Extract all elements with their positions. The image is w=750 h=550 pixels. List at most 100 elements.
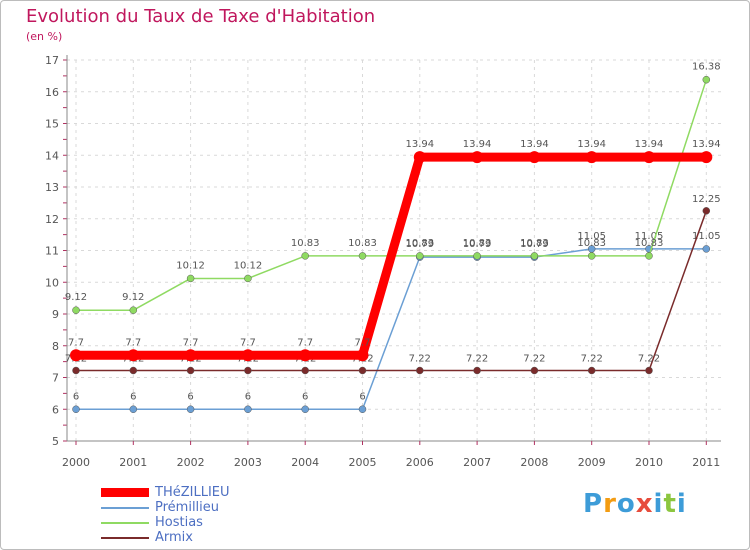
data-point-Hostias bbox=[473, 252, 481, 260]
chart-legend: THéZILLIEU Prémillieu Hostias Armix bbox=[101, 485, 230, 545]
data-label-THéZILLIEU: 13.94 bbox=[463, 139, 492, 150]
data-point-Prémillieu bbox=[186, 405, 195, 413]
data-point-THéZILLIEU bbox=[127, 349, 140, 362]
data-point-Prémillieu bbox=[358, 405, 367, 413]
data-label-THéZILLIEU: 13.94 bbox=[635, 139, 664, 150]
data-point-Hostias bbox=[416, 252, 424, 260]
legend-swatch bbox=[101, 521, 149, 524]
data-point-THéZILLIEU bbox=[299, 349, 312, 362]
data-label-Hostias: 10.12 bbox=[176, 260, 205, 271]
data-point-Prémillieu bbox=[72, 405, 80, 413]
data-point-Hostias bbox=[301, 252, 309, 260]
data-label-THéZILLIEU: 7.7 bbox=[240, 337, 256, 348]
proxiti-logo: Proxiti bbox=[583, 489, 687, 519]
data-point-Armix bbox=[702, 207, 711, 215]
data-label-Hostias: 10.83 bbox=[348, 238, 377, 249]
data-label-Prémillieu: 6 bbox=[130, 391, 136, 402]
data-point-Hostias bbox=[645, 252, 653, 260]
data-point-Prémillieu bbox=[301, 405, 309, 413]
y-tick-label: 8 bbox=[52, 340, 59, 353]
chart-subtitle: (en %) bbox=[26, 30, 63, 43]
data-label-Prémillieu: 6 bbox=[73, 391, 79, 402]
y-tick-label: 6 bbox=[52, 403, 59, 416]
data-label-Prémillieu: 10.79 bbox=[463, 239, 492, 250]
data-label-Hostias: 10.12 bbox=[234, 260, 263, 271]
legend-swatch bbox=[101, 536, 149, 539]
data-point-THéZILLIEU bbox=[643, 151, 655, 164]
data-point-Armix bbox=[416, 366, 424, 375]
data-label-Armix: 7.22 bbox=[638, 354, 660, 365]
data-point-Armix bbox=[186, 366, 195, 375]
legend-item: Prémillieu bbox=[101, 500, 230, 515]
data-point-THéZILLIEU bbox=[585, 151, 598, 164]
logo-letter: i bbox=[653, 489, 664, 519]
data-label-Hostias: 10.83 bbox=[291, 238, 320, 249]
data-label-Prémillieu: 6 bbox=[359, 391, 365, 402]
series-line-THéZILLIEU bbox=[76, 152, 707, 360]
y-tick-label: 14 bbox=[45, 149, 59, 162]
data-label-Prémillieu: 6 bbox=[302, 391, 308, 402]
data-label-Hostias: 9.12 bbox=[122, 292, 144, 303]
y-tick-label: 15 bbox=[45, 118, 59, 131]
x-tick-label: 2005 bbox=[349, 456, 377, 469]
data-label-THéZILLIEU: 7.7 bbox=[68, 337, 84, 348]
data-label-Armix: 7.22 bbox=[523, 354, 545, 365]
legend-label: Hostias bbox=[155, 515, 203, 530]
y-tick-label: 16 bbox=[45, 86, 59, 99]
y-tick-label: 11 bbox=[45, 245, 59, 258]
data-point-Hostias bbox=[186, 274, 195, 283]
y-tick-label: 12 bbox=[45, 213, 59, 226]
data-point-Hostias bbox=[244, 274, 252, 283]
data-point-Armix bbox=[129, 366, 138, 375]
x-tick-label: 2009 bbox=[578, 456, 606, 469]
data-point-Prémillieu bbox=[244, 405, 252, 413]
logo-letter: x bbox=[635, 489, 654, 519]
data-label-Prémillieu: 10.79 bbox=[520, 239, 549, 250]
data-label-THéZILLIEU: 13.94 bbox=[577, 139, 606, 150]
data-label-THéZILLIEU: 13.94 bbox=[520, 139, 549, 150]
data-point-Armix bbox=[72, 366, 80, 375]
data-label-Hostias: 9.12 bbox=[65, 292, 87, 303]
x-tick-label: 2002 bbox=[177, 456, 205, 469]
data-label-Prémillieu: 11.05 bbox=[692, 231, 721, 242]
data-point-Armix bbox=[301, 366, 309, 375]
data-label-Hostias: 10.83 bbox=[635, 238, 664, 249]
data-label-Armix: 7.22 bbox=[466, 354, 488, 365]
logo-letter: P bbox=[583, 489, 604, 519]
data-label-Hostias: 10.83 bbox=[463, 238, 492, 249]
data-label-THéZILLIEU: 7.7 bbox=[183, 337, 199, 348]
data-point-Hostias bbox=[587, 252, 596, 260]
data-point-THéZILLIEU bbox=[241, 349, 254, 362]
data-point-Armix bbox=[530, 366, 539, 375]
chart-title: Evolution du Taux de Taxe d'Habitation bbox=[26, 6, 376, 27]
data-label-Prémillieu: 6 bbox=[245, 391, 251, 402]
data-label-Armix: 7.22 bbox=[409, 354, 431, 365]
y-tick-label: 13 bbox=[45, 181, 59, 194]
data-point-Armix bbox=[358, 366, 367, 375]
legend-swatch bbox=[101, 506, 149, 509]
data-label-THéZILLIEU: 13.94 bbox=[692, 139, 721, 150]
legend-item: Hostias bbox=[101, 515, 230, 530]
legend-item: Armix bbox=[101, 530, 230, 545]
y-tick-label: 9 bbox=[52, 308, 59, 321]
y-tick-label: 5 bbox=[52, 435, 59, 448]
data-point-Hostias bbox=[530, 252, 539, 260]
legend-label: Prémillieu bbox=[155, 500, 220, 515]
x-tick-label: 2008 bbox=[520, 456, 548, 469]
x-tick-label: 2007 bbox=[463, 456, 491, 469]
data-point-Hostias bbox=[702, 75, 711, 84]
y-tick-label: 7 bbox=[52, 372, 59, 385]
data-label-Prémillieu: 11.05 bbox=[635, 231, 664, 242]
data-point-Prémillieu bbox=[129, 405, 138, 413]
data-point-Prémillieu bbox=[702, 245, 711, 253]
data-point-THéZILLIEU bbox=[700, 151, 713, 164]
x-tick-label: 2004 bbox=[291, 456, 319, 469]
data-point-THéZILLIEU bbox=[356, 349, 369, 362]
series-line-Armix bbox=[76, 210, 708, 372]
data-point-THéZILLIEU bbox=[70, 349, 82, 362]
data-point-Armix bbox=[473, 366, 481, 375]
y-tick-label: 10 bbox=[45, 276, 59, 289]
x-tick-label: 2001 bbox=[119, 456, 147, 469]
